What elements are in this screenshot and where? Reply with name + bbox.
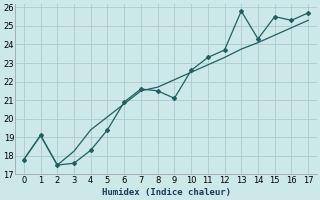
X-axis label: Humidex (Indice chaleur): Humidex (Indice chaleur) — [101, 188, 230, 197]
